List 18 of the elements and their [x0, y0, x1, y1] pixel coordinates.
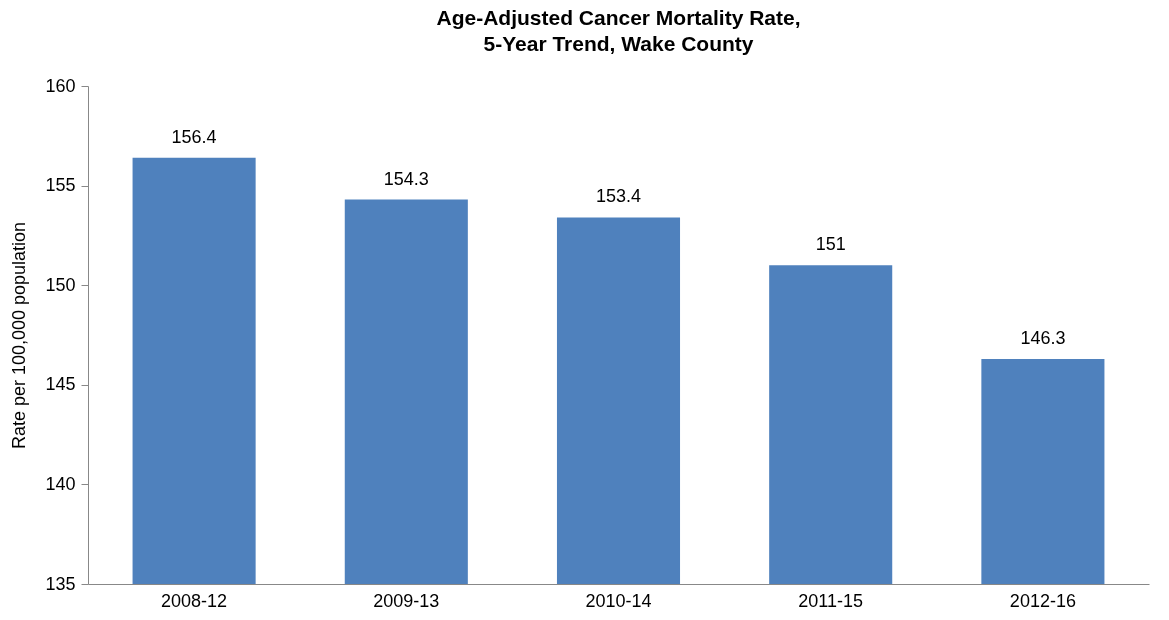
y-tick-label: 140	[45, 473, 76, 494]
y-tick-label: 155	[45, 175, 76, 196]
chart-title: Age-Adjusted Cancer Mortality Rate, 5-Year Trend, Wake County	[436, 6, 801, 55]
y-axis-title: Rate per 100,000 population	[9, 221, 30, 450]
x-tick-label: 2010-14	[585, 590, 652, 611]
x-tick-label: 2009-13	[373, 590, 440, 611]
data-label: 146.3	[1020, 327, 1066, 348]
data-label: 153.4	[595, 186, 642, 207]
y-tick-label: 135	[45, 573, 76, 594]
y-tick-label: 150	[45, 274, 76, 295]
data-label: 156.4	[171, 126, 217, 147]
x-tick-label: 2011-15	[798, 590, 864, 611]
x-tick-label: 2012-16	[1009, 590, 1076, 611]
data-label: 151	[815, 234, 846, 255]
data-label: 154.3	[383, 168, 429, 189]
y-tick-label: 160	[45, 75, 76, 96]
x-tick-label: 2008-12	[161, 590, 228, 611]
y-tick-label: 145	[45, 374, 76, 395]
